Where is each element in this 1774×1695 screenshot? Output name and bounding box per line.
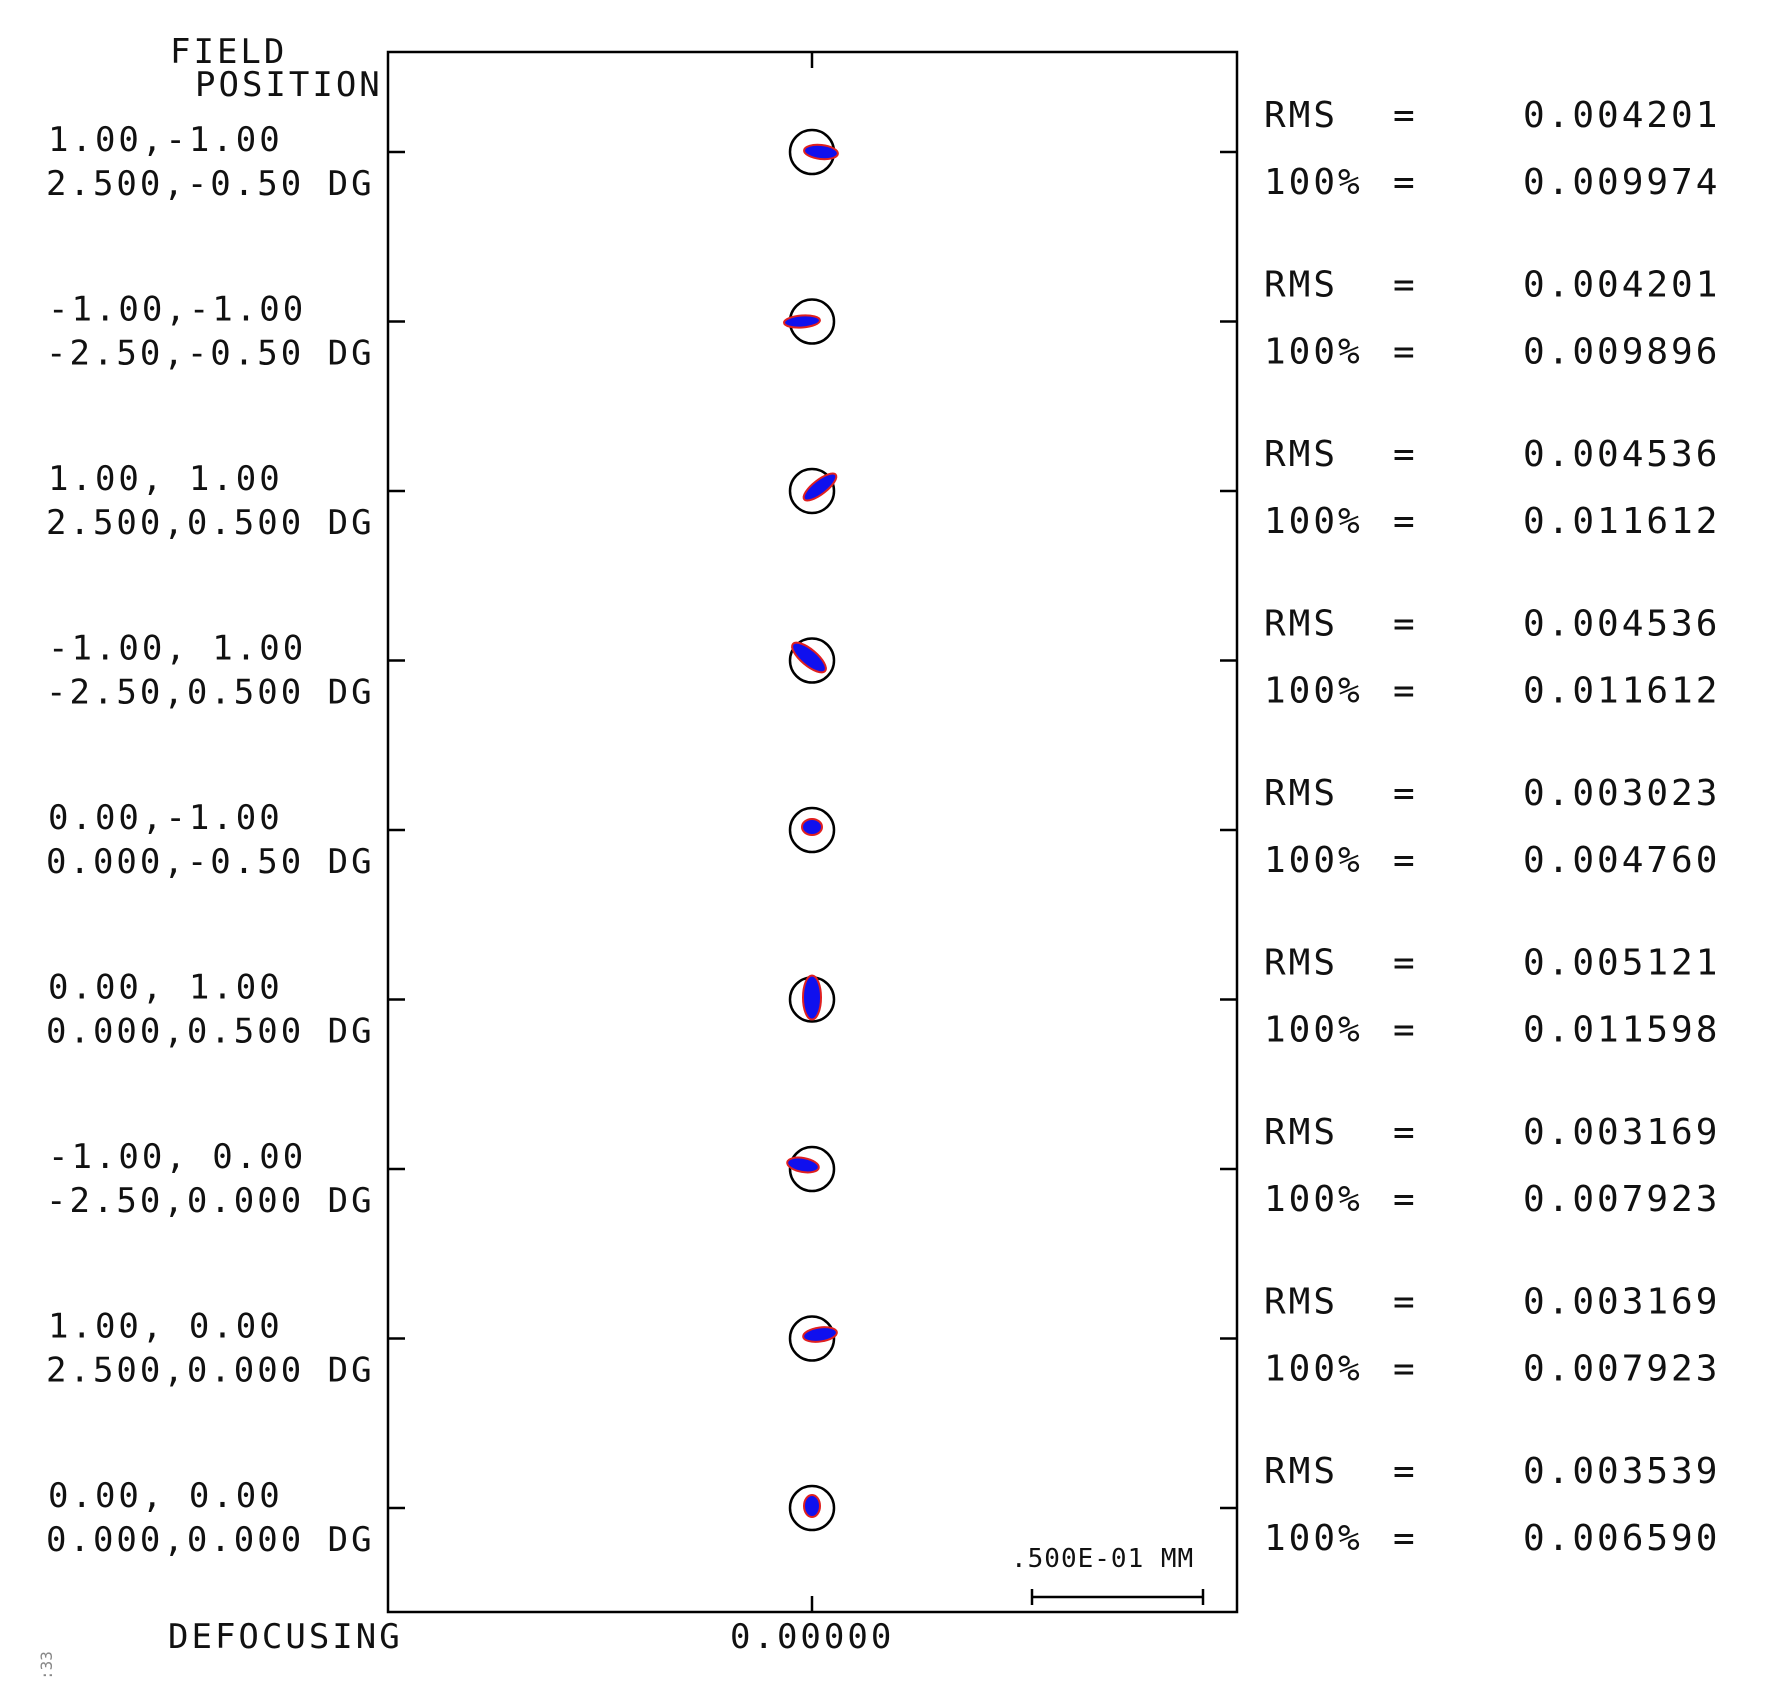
spot-points (802, 974, 822, 1021)
geo-equals: = (1393, 332, 1418, 373)
field-rel-label: -1.00, 1.00 (48, 629, 306, 669)
rms-equals: = (1393, 943, 1418, 984)
rms-equals: = (1393, 773, 1418, 814)
spot-points (783, 314, 821, 329)
field-deg-label: 0.000,0.000 DG (46, 1520, 375, 1560)
spot-points (791, 641, 827, 674)
spot-points (803, 1494, 821, 1518)
geo-equals: = (1393, 1349, 1418, 1390)
header-field: FIELD (170, 32, 287, 72)
scale-bar-label: .500E-01 MM (1011, 1544, 1194, 1574)
geo-label: 100% (1264, 671, 1363, 712)
airy-circle (788, 467, 836, 515)
field-rel-label: 0.00,-1.00 (48, 798, 283, 838)
field-rel-label: 0.00, 0.00 (48, 1476, 283, 1516)
airy-circle (788, 1315, 836, 1362)
field-deg-label: -2.50,0.000 DG (46, 1181, 375, 1221)
defocusing-label: DEFOCUSING (168, 1617, 403, 1657)
header-position: POSITION (195, 65, 383, 105)
spot-points (802, 1326, 838, 1343)
rms-equals: = (1393, 604, 1418, 645)
rms-value: 0.003023 (1523, 773, 1720, 814)
defocus-value: 0.00000 (730, 1617, 894, 1657)
field-rel-label: 0.00, 1.00 (48, 968, 283, 1008)
geo-equals: = (1393, 162, 1418, 203)
rms-value: 0.003539 (1523, 1451, 1720, 1492)
spot-points (802, 472, 838, 502)
spot-points (801, 818, 823, 836)
rms-label: RMS (1264, 1112, 1338, 1153)
geo-value: 0.007923 (1523, 1349, 1720, 1390)
rms-value: 0.004536 (1523, 604, 1720, 645)
geo-label: 100% (1264, 1349, 1363, 1390)
geo-label: 100% (1264, 332, 1363, 373)
field-rel-label: 1.00, 1.00 (48, 459, 283, 499)
field-rel-label: -1.00,-1.00 (48, 290, 306, 330)
airy-circle (788, 1484, 836, 1532)
rms-label: RMS (1264, 1282, 1338, 1323)
geo-label: 100% (1264, 162, 1363, 203)
geo-equals: = (1393, 1179, 1418, 1220)
geo-label: 100% (1264, 1518, 1363, 1559)
geo-equals: = (1393, 671, 1418, 712)
rms-label: RMS (1264, 95, 1338, 136)
rms-equals: = (1393, 265, 1418, 306)
field-deg-label: 2.500,0.500 DG (46, 503, 375, 543)
geo-equals: = (1393, 1010, 1418, 1051)
rms-value: 0.005121 (1523, 943, 1720, 984)
field-deg-label: -2.50,0.500 DG (46, 673, 375, 713)
geo-value: 0.011612 (1523, 671, 1720, 712)
geo-equals: = (1393, 501, 1418, 542)
geo-label: 100% (1264, 501, 1363, 542)
geo-value: 0.011612 (1523, 501, 1720, 542)
geo-value: 0.009974 (1523, 162, 1720, 203)
geo-value: 0.006590 (1523, 1518, 1720, 1559)
geo-equals: = (1393, 1518, 1418, 1559)
field-deg-label: 2.500,-0.50 DG (46, 164, 375, 204)
geo-label: 100% (1264, 1010, 1363, 1051)
scale-bar (1030, 1589, 1205, 1605)
field-rel-label: -1.00, 0.00 (48, 1137, 306, 1177)
spot-points (786, 1156, 820, 1174)
rms-label: RMS (1264, 773, 1338, 814)
rms-equals: = (1393, 1112, 1418, 1153)
field-rel-label: 1.00, 0.00 (48, 1307, 283, 1347)
airy-circle (788, 806, 836, 854)
field-deg-label: -2.50,-0.50 DG (46, 334, 375, 374)
rms-label: RMS (1264, 1451, 1338, 1492)
field-rel-label: 1.00,-1.00 (48, 120, 283, 160)
rms-value: 0.003169 (1523, 1282, 1720, 1323)
rms-value: 0.003169 (1523, 1112, 1720, 1153)
geo-value: 0.004760 (1523, 840, 1720, 881)
field-rows: 1.00,-1.002.500,-0.50 DG RMS = 0.004201 100%… (46, 95, 1720, 1560)
rms-label: RMS (1264, 943, 1338, 984)
rms-label: RMS (1264, 434, 1338, 475)
geo-value: 0.011598 (1523, 1010, 1720, 1051)
rms-value: 0.004201 (1523, 95, 1720, 136)
geo-value: 0.007923 (1523, 1179, 1720, 1220)
rms-equals: = (1393, 434, 1418, 475)
corner-text: :33 (37, 1651, 56, 1680)
rms-label: RMS (1264, 265, 1338, 306)
rms-value: 0.004536 (1523, 434, 1720, 475)
field-deg-label: 0.000,-0.50 DG (46, 842, 375, 882)
rms-label: RMS (1264, 604, 1338, 645)
geo-label: 100% (1264, 840, 1363, 881)
geo-label: 100% (1264, 1179, 1363, 1220)
geo-value: 0.009896 (1523, 332, 1720, 373)
rms-equals: = (1393, 1282, 1418, 1323)
geo-equals: = (1393, 840, 1418, 881)
airy-circle (788, 637, 836, 684)
rms-equals: = (1393, 1451, 1418, 1492)
spot-points (803, 143, 839, 161)
field-deg-label: 2.500,0.000 DG (46, 1351, 375, 1391)
rms-value: 0.004201 (1523, 265, 1720, 306)
airy-circle (788, 1145, 836, 1193)
rms-equals: = (1393, 95, 1418, 136)
field-deg-label: 0.000,0.500 DG (46, 1012, 375, 1052)
